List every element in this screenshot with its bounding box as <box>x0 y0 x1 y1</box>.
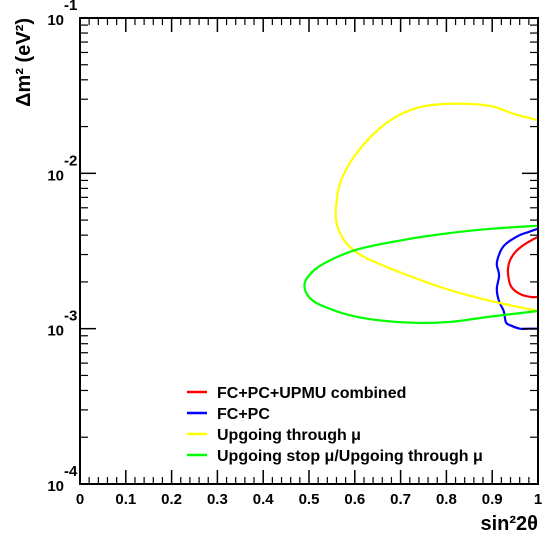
plot-frame <box>79 17 539 485</box>
x-tick-label: 0 <box>76 491 84 508</box>
x-tick-label: 0.3 <box>207 491 228 508</box>
series-line-0 <box>506 235 538 299</box>
x-tick-label: 0.4 <box>253 491 275 508</box>
legend-label: Upgoing through μ <box>217 427 361 444</box>
series-line-2 <box>334 102 538 313</box>
x-tick-label: 1 <box>534 491 542 508</box>
axes <box>79 17 539 485</box>
series-line-1 <box>495 227 538 331</box>
y-tick-exponent: -4 <box>64 463 78 480</box>
y-tick-label: 10 <box>47 12 64 29</box>
y-tick-label: 10 <box>47 478 64 495</box>
legend-label: FC+PC <box>217 406 270 423</box>
y-tick-label: 10 <box>47 323 64 340</box>
legend-label: FC+PC+UPMU combined <box>217 385 406 402</box>
x-tick-label: 0.6 <box>344 491 365 508</box>
x-tick-label: 0.1 <box>115 491 136 508</box>
y-tick-label: 10 <box>47 167 64 184</box>
y-tick-exponent: -3 <box>64 308 77 325</box>
y-tick-exponent: -1 <box>64 0 77 14</box>
legend: FC+PC+UPMU combined FC+PC Upgoing through … <box>187 385 483 465</box>
series-line-3 <box>303 224 538 325</box>
x-tick-label: 0.9 <box>482 491 503 508</box>
x-tick-label: 0.7 <box>390 491 411 508</box>
y-tick-exponent: -2 <box>64 152 77 169</box>
contour-curves <box>303 102 538 331</box>
y-axis-label: Δm² (eV²) <box>13 18 35 107</box>
x-axis-label: sin²2θ <box>481 513 539 535</box>
x-tick-label: 0.2 <box>161 491 182 508</box>
tick-labels: 0 0.1 0.2 0.3 0.4 0.5 0.6 0.7 0.8 0.9 110-110-210-… <box>47 0 542 508</box>
x-tick-label: 0.5 <box>299 491 320 508</box>
x-tick-label: 0.8 <box>436 491 457 508</box>
legend-label: Upgoing stop μ/Upgoing through μ <box>217 448 483 465</box>
